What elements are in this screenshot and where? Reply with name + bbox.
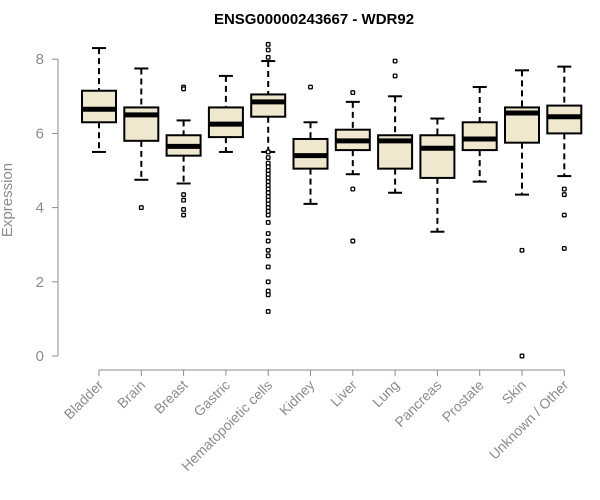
x-tick-label: Liver [327, 377, 360, 410]
outlier-point [519, 247, 525, 253]
x-tick-label: Lung [369, 377, 402, 410]
outlier-point [265, 264, 271, 270]
x-tick-label: Brain [114, 377, 148, 411]
box-gastric [207, 74, 244, 153]
iqr-box [461, 121, 498, 152]
outlier-point [181, 86, 187, 92]
box-lung [377, 58, 414, 194]
iqr-box [546, 104, 583, 135]
outlier-point [265, 279, 271, 285]
outlier-point [265, 247, 271, 253]
outlier-point [265, 155, 271, 160]
x-tick-label: Breast [151, 377, 191, 417]
outlier-point [561, 186, 567, 192]
outlier-point [392, 73, 398, 79]
box-kidney [292, 84, 329, 205]
x-tick-label: Prostate [439, 377, 487, 425]
box-series [81, 41, 583, 359]
y-tick-label: 6 [36, 125, 44, 142]
outlier-point [265, 41, 271, 47]
outlier-point [138, 205, 144, 211]
outlier-point [265, 175, 271, 181]
outlier-point [265, 309, 271, 314]
outlier-point [265, 201, 271, 207]
box-bladder [81, 47, 117, 153]
outlier-point [350, 90, 356, 96]
outlier-point [308, 84, 313, 90]
outlier-point [350, 238, 356, 244]
x-tick-label: Kidney [276, 377, 318, 419]
x-tick-label: Pancreas [391, 377, 444, 430]
y-tick-label: 2 [36, 274, 44, 291]
chart-title: ENSG00000243667 - WDR92 [214, 11, 414, 28]
outlier-point [265, 186, 271, 192]
box-breast [165, 84, 202, 218]
y-tick-label: 4 [36, 200, 44, 217]
box-skin [504, 69, 540, 359]
outlier-point [392, 58, 398, 64]
x-tick-label: Skin [499, 377, 530, 408]
outlier-point [265, 47, 271, 53]
iqr-box [250, 93, 287, 118]
outlier-point [181, 197, 187, 203]
outlier-point [265, 238, 271, 244]
outlier-point [561, 245, 567, 251]
x-tick-label: Unknown / Other [486, 377, 572, 463]
outlier-point [561, 212, 567, 218]
outlier-point [265, 54, 271, 60]
outlier-point [265, 212, 271, 218]
outlier-point [265, 231, 271, 237]
y-axis-label: Expression [0, 163, 16, 237]
outlier-point [561, 192, 567, 198]
outlier-point [181, 207, 187, 212]
y-tick-label: 0 [36, 348, 44, 365]
outlier-point [350, 186, 356, 192]
outlier-point [265, 149, 271, 155]
outlier-point [181, 212, 187, 218]
box-prostate [461, 86, 498, 183]
box-pancreas [419, 117, 456, 233]
iqr-box [419, 134, 456, 179]
outlier-point [265, 160, 271, 166]
box-unknown-other [546, 65, 583, 251]
outlier-point [519, 353, 525, 359]
box-liver [334, 90, 371, 244]
x-tick-label: Bladder [61, 377, 107, 423]
outlier-point [265, 219, 271, 225]
y-axis: 0 2 4 6 8 [36, 51, 59, 365]
y-tick-label: 8 [36, 51, 44, 68]
outlier-point [181, 192, 187, 198]
box-brain [123, 67, 160, 211]
box-hematopoietic-cells [250, 41, 287, 314]
outlier-point [265, 292, 271, 298]
iqr-box [81, 89, 117, 124]
outlier-point [265, 253, 271, 259]
